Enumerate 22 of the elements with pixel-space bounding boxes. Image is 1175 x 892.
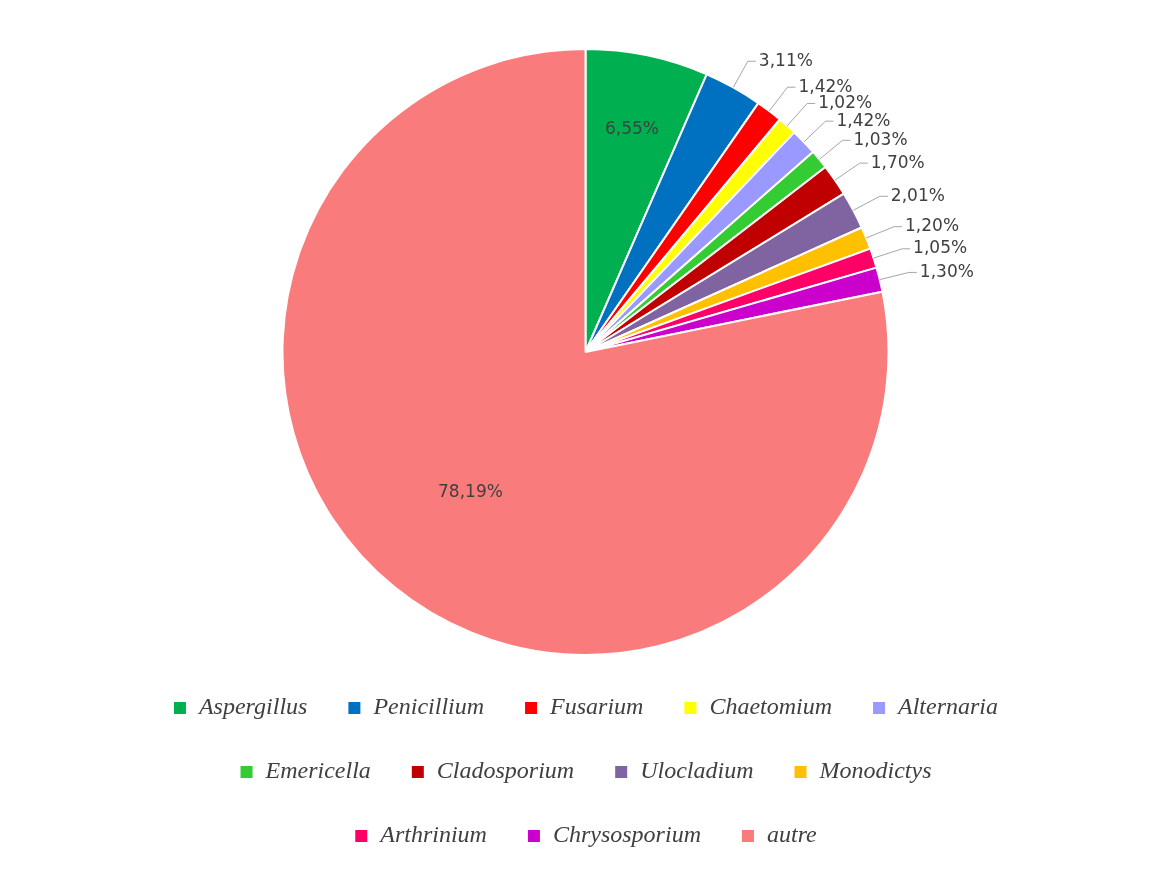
legend-label: Cladosporium — [436, 757, 575, 784]
legend-label: Aspergillus — [196, 693, 308, 720]
legend-label: Arthrinium — [378, 821, 487, 848]
data-label: 3,11% — [758, 49, 813, 70]
data-label: 6,55% — [604, 117, 659, 138]
legend-label: Penicillium — [372, 693, 485, 720]
legend-label: Chrysosporium — [552, 821, 701, 848]
data-label: 1,20% — [905, 215, 960, 236]
data-label: 1,70% — [870, 151, 925, 172]
legend-label: Monodictys — [818, 757, 932, 784]
legend-label: Emericella — [264, 757, 371, 784]
data-label: 1,03% — [853, 128, 908, 149]
legend-label: Chaetomium — [709, 693, 833, 720]
legend-label: Alternaria — [896, 693, 999, 720]
data-label: 1,42% — [836, 109, 891, 130]
legend-label: autre — [766, 821, 818, 848]
legend-label: Fusarium — [549, 693, 644, 720]
data-label: 2,01% — [890, 184, 945, 205]
data-label: 1,30% — [919, 260, 974, 281]
data-label: 1,05% — [913, 237, 968, 258]
legend-label: Ulocladium — [640, 757, 754, 784]
data-label: 78,19% — [438, 481, 503, 502]
